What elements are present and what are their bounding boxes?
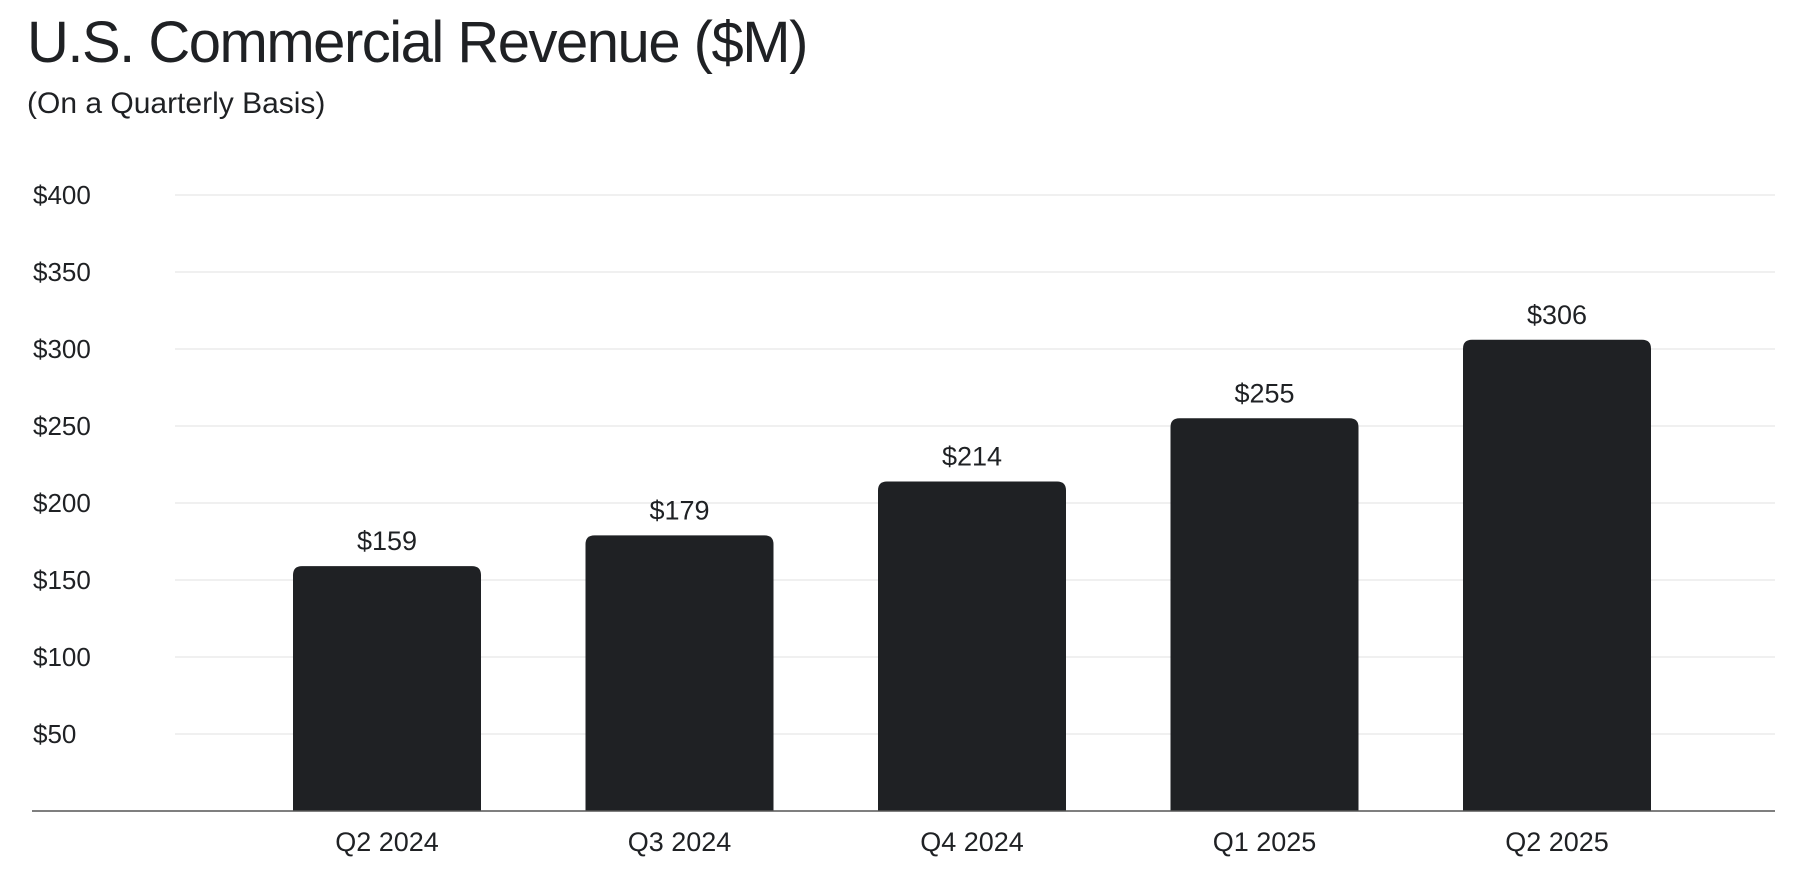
bar [1463,339,1651,811]
y-tick-label: $100 [33,642,91,672]
bars [293,339,1651,811]
x-category-label: Q2 2025 [1505,827,1609,857]
y-tick-label: $200 [33,488,91,518]
bar-value-label: $159 [357,526,417,556]
bar-value-label: $179 [649,495,709,525]
bar-value-label: $255 [1234,378,1294,408]
y-tick-label: $250 [33,411,91,441]
x-category-label: Q1 2025 [1213,827,1317,857]
x-category-label: Q2 2024 [335,827,439,857]
x-category-label: Q3 2024 [628,827,732,857]
y-tick-label: $150 [33,565,91,595]
bar-value-label: $306 [1527,300,1587,330]
x-axis-categories: Q2 2024 Q3 2024 Q4 2024 Q1 2025 Q2 2025 [335,827,1609,857]
chart-subtitle: (On a Quarterly Basis) [27,87,326,120]
bar [293,566,481,811]
value-labels: $159 $179 $214 $255 $306 [357,300,1587,556]
bar-value-label: $214 [942,441,1002,471]
chart-title: U.S. Commercial Revenue ($M) [27,10,808,75]
y-tick-label: $350 [33,257,91,287]
y-tick-label: $300 [33,334,91,364]
bar [585,535,774,811]
bar [1170,418,1359,811]
bar [878,481,1066,811]
y-tick-label: $50 [33,719,76,749]
y-tick-label: $400 [33,180,91,210]
y-axis-ticks: $50 $100 $150 $200 $250 $300 $350 $400 [33,180,91,749]
x-category-label: Q4 2024 [920,827,1024,857]
